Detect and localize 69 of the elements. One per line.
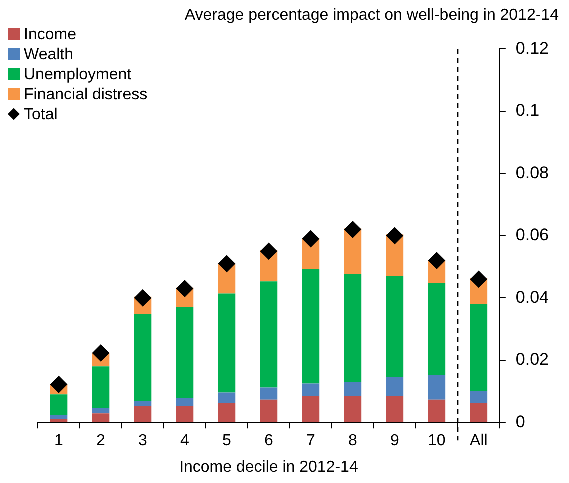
bar <box>302 269 320 384</box>
y-tick-label: 0.06 <box>516 226 550 245</box>
bar <box>260 388 278 400</box>
x-tick-label: 7 <box>306 432 316 450</box>
point <box>50 376 68 394</box>
point <box>176 280 194 298</box>
bar <box>386 396 404 422</box>
x-tick-label: 10 <box>428 432 446 450</box>
point <box>218 255 236 272</box>
x-tick-label: 2 <box>96 432 106 450</box>
bar <box>344 396 362 422</box>
point <box>302 230 320 248</box>
legend-label: Income <box>24 26 77 44</box>
bar <box>302 396 320 422</box>
x-tick-label: 6 <box>264 432 274 450</box>
bar <box>428 400 446 422</box>
bar <box>260 282 278 388</box>
point <box>428 252 446 270</box>
bar <box>218 403 236 422</box>
bar <box>92 408 110 414</box>
bar <box>50 394 68 416</box>
bar <box>428 375 446 400</box>
bar <box>50 419 68 422</box>
y-tick-label: 0.1 <box>516 101 540 120</box>
x-tick-label: 9 <box>390 432 400 450</box>
x-tick-label: 4 <box>180 432 190 450</box>
bar <box>134 406 152 422</box>
y-tick-label: 0.12 <box>516 38 550 58</box>
x-tick-label: 5 <box>222 432 232 450</box>
y-tick-label: 0.04 <box>516 288 550 307</box>
bar <box>92 414 110 422</box>
y-tick-label: 0.08 <box>516 163 550 182</box>
x-tick-label: 8 <box>348 432 358 450</box>
legend-label: Wealth <box>24 46 74 64</box>
bar <box>176 406 194 422</box>
bar <box>176 398 194 406</box>
bar <box>176 307 194 398</box>
bar <box>470 391 488 404</box>
bar <box>470 403 488 422</box>
x-tick-label: 1 <box>54 432 64 450</box>
bar <box>92 366 110 408</box>
x-axis-title: Income decile in 2012-14 <box>180 458 358 476</box>
x-tick-label: 3 <box>138 432 148 450</box>
point <box>344 221 362 238</box>
point <box>92 344 110 362</box>
point <box>260 242 278 260</box>
bar <box>470 304 488 392</box>
legend-label: Total <box>24 106 58 124</box>
y-tick-label: 0.02 <box>516 350 550 370</box>
bar <box>428 283 446 376</box>
point <box>386 227 404 244</box>
legend-label: Financial distress <box>24 86 148 104</box>
chart-title: Average percentage impact on well-being in 2012-14 <box>184 7 560 24</box>
bar <box>134 314 152 402</box>
point <box>470 270 488 288</box>
bar <box>218 294 236 393</box>
x-tick-label: All <box>470 432 488 450</box>
bar <box>260 400 278 422</box>
bar <box>134 401 152 406</box>
bar <box>386 377 404 396</box>
legend-label: Unemployment <box>24 66 132 84</box>
bar <box>344 382 362 396</box>
bar <box>344 274 362 382</box>
bar <box>302 384 320 396</box>
bar <box>50 415 68 420</box>
bar <box>218 392 236 404</box>
y-tick-label: 0 <box>516 412 526 432</box>
point <box>134 290 152 307</box>
bar <box>386 276 404 378</box>
